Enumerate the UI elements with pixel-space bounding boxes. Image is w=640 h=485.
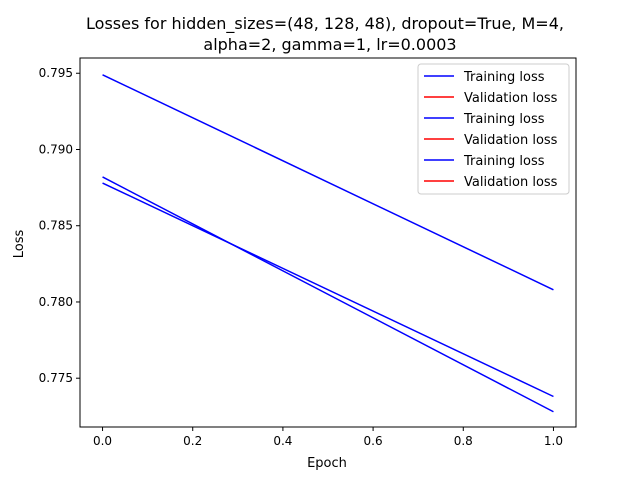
y-tick-label: 0.780 [39, 295, 73, 309]
y-tick-label: 0.795 [39, 66, 73, 80]
x-tick-label: 0.8 [454, 434, 473, 448]
legend-box [417, 63, 570, 195]
x-tick-label: 0.6 [364, 434, 383, 448]
x-tick-label: 0.4 [273, 434, 292, 448]
series-lines [102, 74, 554, 413]
x-tick-label: 1.0 [544, 434, 563, 448]
legend-label: Training loss [463, 154, 545, 169]
series-line-3 [102, 176, 554, 413]
y-tick-label: 0.790 [39, 142, 73, 156]
y-tick-label: 0.775 [39, 371, 73, 385]
x-tick-label: 0.2 [183, 434, 202, 448]
x-axis-ticks: 0.0 0.2 0.4 0.6 0.8 1.0 [93, 427, 563, 448]
y-axis-ticks: 0.775 0.780 0.785 0.790 0.795 [39, 66, 80, 385]
legend-label: Training loss [463, 70, 545, 85]
legend-label: Training loss [463, 112, 545, 127]
chart-title-line1: Losses for hidden_sizes=(48, 128, 48), d… [86, 14, 564, 34]
plot-frame [79, 57, 577, 428]
series-line-5 [102, 182, 554, 398]
legend-label: Validation loss [464, 91, 558, 106]
legend-label: Validation loss [464, 175, 558, 190]
legend: Training loss Validation loss Training los… [417, 63, 570, 195]
x-axis-label: Epoch [307, 456, 347, 471]
series-line-1 [102, 74, 554, 291]
y-tick-label: 0.785 [39, 219, 73, 233]
chart-title-line2: alpha=2, gamma=1, lr=0.0003 [203, 35, 456, 54]
x-tick-label: 0.0 [93, 434, 112, 448]
y-axis-label: Loss [12, 230, 27, 259]
legend-label: Validation loss [464, 133, 558, 148]
